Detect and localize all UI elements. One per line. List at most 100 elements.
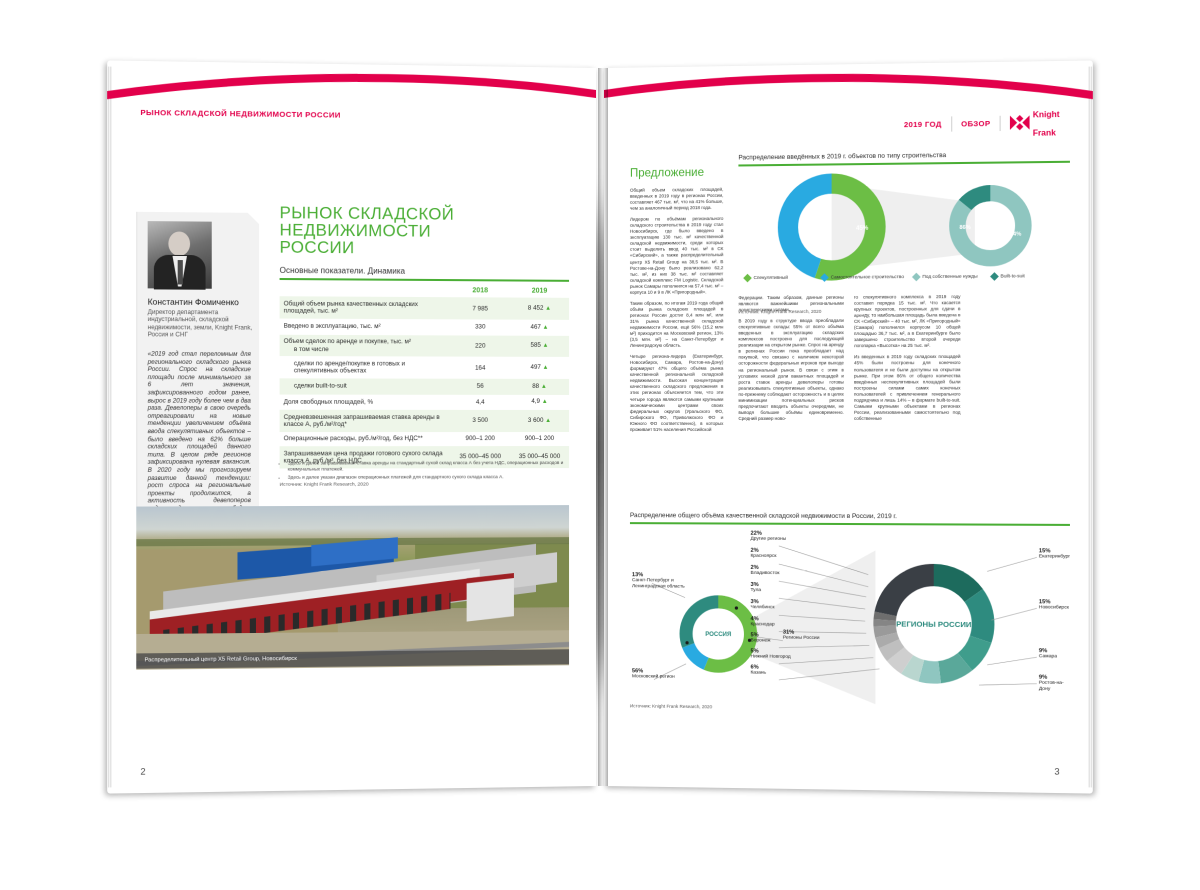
- page-number-right: 3: [1054, 766, 1060, 777]
- page-edge-right: [1087, 66, 1093, 788]
- header-year: 2019 ГОД: [903, 119, 942, 129]
- chart-top-title: Распределение введённых в 2019 г. объект…: [738, 151, 947, 162]
- callout-nizhny-novgorod: 5% Нижний Новгород: [750, 647, 791, 660]
- page-left: РЫНОК СКЛАДСКОЙ НЕДВИЖИМОСТИ РОССИИ РЫНО…: [107, 60, 596, 794]
- table-cell-2018: 220: [450, 335, 510, 358]
- body-column-1: Общий объем складских площадей, введенны…: [630, 187, 723, 438]
- author-portrait: [147, 221, 212, 290]
- table-cell-2019: 88 ▲: [509, 379, 570, 395]
- table-footnotes: Здесь и далее запрашиваемая ставка аренд…: [280, 460, 569, 483]
- table-cell-2018: 3 500: [450, 409, 510, 432]
- running-head: РЫНОК СКЛАДСКОЙ НЕДВИЖИМОСТИ РОССИИ: [140, 107, 341, 120]
- table-cell-label: Объем сделок по аренде и покупке, тыс. м…: [279, 334, 451, 358]
- table-cell-2019: 4,9 ▲: [531, 398, 548, 406]
- donut-russia-total: РОССИЯ: [685, 601, 751, 666]
- table-footnote: Здесь и далее запрашиваемая ставка аренд…: [288, 460, 569, 473]
- author-name: Константин Фомиченко: [147, 297, 239, 308]
- brand-line-2: Frank: [1032, 128, 1056, 138]
- chart-bottom-plot: РОССИЯ РЕГИОНЫ РОССИИ: [630, 529, 1070, 725]
- chart-bottom-title: Распределение общего объёма качественной…: [629, 512, 897, 521]
- callout-regions-of-russia: 31% Регионы России: [782, 629, 820, 642]
- key-indicators-table: 2018 2019 Общий объем рынка качественных с…: [279, 282, 570, 469]
- regions-donut-svg: РОССИЯ РЕГИОНЫ РОССИИ: [630, 529, 1070, 723]
- callout-rostov: 9% Ростов-на-Дону: [1038, 674, 1064, 692]
- chart-top-plot: 55% 45% 86% 14% Спекулятивный Самостоятел…: [738, 166, 1070, 288]
- table-row: сделки built-to-suit 56 88 ▲: [279, 378, 570, 395]
- svg-text:86%: 86%: [959, 224, 970, 230]
- page-number-left: 2: [140, 766, 146, 777]
- callout-tula: 3% Тула: [750, 581, 762, 594]
- header-divider-1: [950, 115, 952, 132]
- table-cell-2018: 4,4: [475, 398, 485, 406]
- table-footnote: Здесь и далее указан диапазон операционн…: [288, 474, 569, 481]
- page-header-right: 2019 ГОД ОБЗОР Knight: [904, 104, 1060, 143]
- table-cell-label: Средневзвешенная запрашиваемая ставка ар…: [279, 409, 451, 432]
- body-paragraph: Таким образом, по итогам 2019 года общий…: [629, 300, 724, 349]
- table-cell-label: Доля свободных площадей, %: [283, 398, 374, 406]
- callout-samara: 9% Самара: [1038, 647, 1057, 660]
- table-cell-2018: 56: [450, 378, 510, 395]
- chart-top-rule: [738, 160, 1070, 166]
- body-paragraph: Федерации. Таким образом, данные регионы…: [738, 294, 844, 313]
- callout-moscow-region: 56% Московский регион: [631, 667, 675, 680]
- header-divider-2: [999, 115, 1001, 131]
- legend-item: Самостоятельное строительство: [820, 273, 914, 282]
- body-paragraph: Из введенных в 2019 году складских площа…: [854, 354, 961, 421]
- body-paragraph: Четыре региона-лидера (Екатеринбург, Нов…: [629, 353, 724, 432]
- callout-other-regions: 22% Другие регионы: [750, 530, 787, 542]
- table-row: Введено в эксплуатацию, тыс. м² 330 467 ▲: [280, 319, 569, 336]
- svg-text:РОССИЯ: РОССИЯ: [705, 631, 731, 637]
- page-title: РЫНОК СКЛАДСКОЙ НЕДВИЖИМОСТИ РОССИИ: [279, 203, 455, 258]
- book-spine: [598, 68, 608, 786]
- table-cell-label: Введено в эксплуатацию, тыс. м²: [283, 322, 381, 331]
- table-col-header: 2019: [531, 287, 548, 295]
- warehouse-photo: [136, 505, 570, 670]
- legend-label: Спекулятивный: [753, 274, 788, 280]
- table-row: Операционные расходы, руб./м²/год, без Н…: [280, 432, 569, 447]
- svg-text:45%: 45%: [856, 225, 869, 231]
- table-cell-2018: 900–1 200: [465, 435, 495, 443]
- table-cell-2019: 585 ▲: [509, 335, 570, 358]
- table-cell-label: Операционные расходы, руб./м²/год, без Н…: [283, 435, 423, 443]
- brand-line-1: Knight: [1032, 109, 1060, 120]
- legend-item: Built-to-suit: [989, 272, 1070, 281]
- regions-center-label: РЕГИОНЫ РОССИИ: [896, 619, 971, 629]
- table-row: Объем сделок по аренде и покупке, тыс. м…: [279, 334, 570, 358]
- legend-swatch-icon: [743, 273, 752, 283]
- chart-construction-type: Распределение введённых в 2019 г. объект…: [738, 151, 1070, 314]
- legend-label: Самостоятельное строительство: [830, 273, 904, 280]
- chart-regional-distribution: Распределение общего объёма качественной…: [629, 512, 1070, 713]
- body-paragraph: Общий объем складских площадей, введенны…: [629, 186, 724, 211]
- table-row: Средневзвешенная запрашиваемая ставка ар…: [279, 409, 570, 432]
- table-cell-2018: 330: [475, 323, 486, 331]
- donut-pair-svg: 55% 45% 86% 14%: [738, 166, 1070, 280]
- body-paragraph: В 2019 году в структуре ввода преобладал…: [738, 318, 844, 421]
- callout-krasnoyarsk: 2% Красноярск: [750, 547, 777, 560]
- table-source: Источник: Knight Frank Research, 2020: [279, 482, 369, 488]
- red-header-band-left: [107, 60, 596, 108]
- author-bio-card: Константин Фомиченко Директор департамен…: [136, 211, 260, 543]
- table-cell-2019: 8 452 ▲: [509, 297, 570, 321]
- table-cell-2018: 7 985: [450, 297, 510, 320]
- legend-swatch-icon: [911, 272, 921, 282]
- knight-frank-diamond-icon: [1010, 114, 1030, 131]
- table-row: Доля свободных площадей, % 4,4 4,9 ▲: [280, 394, 569, 410]
- chart-top-legend: Спекулятивный Самостоятельное строительст…: [743, 272, 1070, 283]
- legend-swatch-icon: [989, 272, 999, 281]
- callout-voronezh: 5% Воронеж: [750, 631, 771, 644]
- callout-krasnodar: 4% Краснодар: [750, 615, 775, 628]
- table-cell-label: сделки built-to-suit: [279, 378, 451, 395]
- donut-construction-type: 55% 45%: [788, 183, 875, 271]
- table-row: сделки по аренде/покупке в готовых и спе…: [280, 356, 569, 379]
- body-column-2: Федерации. Таким образом, данные регионы…: [738, 295, 843, 427]
- callout-spb: 13% Санкт-Петербург и Ленинградская облас…: [631, 571, 685, 590]
- section-heading: Предложение: [629, 166, 705, 180]
- legend-label: Built-to-suit: [1000, 272, 1025, 278]
- table-cell-label: Общий объем рынка качественных складских…: [279, 296, 451, 320]
- open-magazine-spread: РЫНОК СКЛАДСКОЙ НЕДВИЖИМОСТИ РОССИИ РЫНО…: [107, 60, 1093, 794]
- legend-label: Под собственные нужды: [922, 273, 978, 279]
- page-right: 2019 ГОД ОБЗОР Knight: [604, 60, 1093, 794]
- callout-kazan: 6% Казань: [750, 663, 767, 676]
- page-edge-left: [107, 66, 113, 788]
